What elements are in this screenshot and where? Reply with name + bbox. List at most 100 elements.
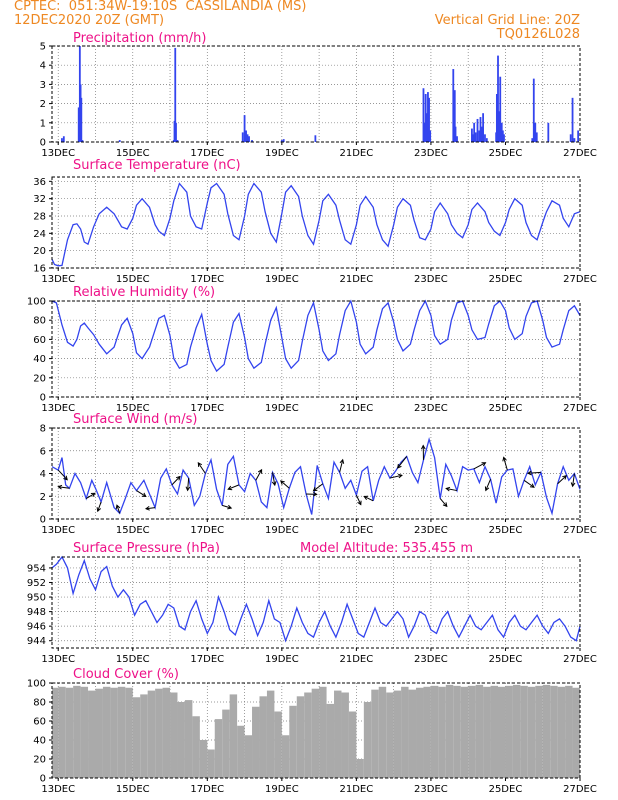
humidity-ytick-label: 40 <box>33 354 46 365</box>
cloud-bar <box>512 684 521 778</box>
wind-arrow <box>280 480 290 489</box>
pressure-xtick-label: 15DEC <box>116 654 150 665</box>
cloud-xtick-label: 23DEC <box>414 784 448 795</box>
precip-bar <box>531 138 534 142</box>
cloud-panel: 0 20 40 60 80 100 13DEC 15DEC 17DEC 19DEC 21DEC 23D… <box>27 667 597 795</box>
cloud-bar <box>453 685 461 778</box>
precipitation-panel: 0 1 2 3 4 5 13DEC 15DEC 17DEC 19DEC 21DEC 23DEC 25DE… <box>40 31 597 159</box>
temperature-ytick-label: 32 <box>33 194 46 205</box>
wind-arrow-head <box>175 475 181 481</box>
cloud-bar <box>460 686 469 778</box>
cloud-bar <box>550 685 558 778</box>
pressure-xtick-label: 21DEC <box>340 654 374 665</box>
cloud-bar <box>378 686 387 778</box>
temperature-frame <box>51 176 581 269</box>
wind-arrow <box>228 484 240 490</box>
temperature-xtick-label: 27DEC <box>563 274 597 285</box>
precip-bar <box>81 140 84 142</box>
humidity-title: Relative Humidity (%) <box>73 285 215 300</box>
humidity-line <box>51 299 581 373</box>
run-time-label: 12DEC2020 20Z (GMT) <box>14 13 165 28</box>
cloud-xtick-label: 13DEC <box>41 784 75 795</box>
humidity-xtick-label: 15DEC <box>116 403 150 414</box>
cloud-bar <box>535 685 543 778</box>
wind-arrow <box>397 456 408 469</box>
wind-ytick-label: 2 <box>40 492 46 503</box>
precip-bar <box>429 130 432 142</box>
wind-arrow-head <box>502 456 507 462</box>
precipitation-xtick-label: 21DEC <box>340 148 374 159</box>
precip-bar <box>251 140 253 142</box>
precipitation-xtick-label: 23DEC <box>414 148 448 159</box>
pressure-frame <box>51 556 581 649</box>
cloud-bar <box>334 690 342 778</box>
precip-bar <box>423 122 426 142</box>
wind-arrow <box>313 483 324 492</box>
wind-arrow <box>58 486 70 489</box>
wind-arrow <box>255 469 263 481</box>
cloud-bar <box>192 716 200 778</box>
cloud-bar <box>386 692 394 778</box>
cloud-bar <box>304 692 312 778</box>
precipitation-frame <box>51 45 581 143</box>
wind-arrow <box>171 476 181 486</box>
wind-arrow-head <box>63 475 68 481</box>
cloud-bar <box>199 740 208 778</box>
cloud-bar <box>88 690 96 778</box>
pressure-xtick-label: 17DEC <box>190 654 224 665</box>
cloud-bar <box>468 685 476 778</box>
precip-bar <box>452 69 455 142</box>
wind-arrow-head <box>529 483 535 488</box>
wind-ytick-label: 8 <box>40 424 46 435</box>
precipitation-xtick-label: 19DEC <box>265 148 299 159</box>
cloud-bar <box>162 687 171 778</box>
wind-arrow <box>85 492 96 499</box>
wind-arrow-head <box>115 504 121 510</box>
cloud-bar <box>289 705 297 778</box>
precip-bar <box>498 111 501 142</box>
temperature-panel: 16 20 24 28 32 36 13DEC 15DEC 17DEC 19DEC 21DEC 23D… <box>33 158 597 285</box>
cloud-bar <box>177 702 185 778</box>
pressure-title: Surface Pressure (hPa) <box>73 541 220 556</box>
cloud-bar <box>132 697 141 778</box>
precipitation-xtick-label: 17DEC <box>190 148 224 159</box>
humidity-xtick-label: 25DEC <box>489 403 523 414</box>
wind-arrow <box>136 490 147 497</box>
precipitation-ytick-label: 2 <box>40 99 46 110</box>
precip-bar <box>569 134 572 142</box>
cloud-bar <box>296 696 305 778</box>
wind-arrow-head <box>526 470 532 476</box>
cloud-bar <box>155 688 163 778</box>
humidity-xtick-label: 13DEC <box>41 403 75 414</box>
wind-arrow-head <box>397 473 403 479</box>
cloud-bar <box>498 686 506 778</box>
wind-arrow-head <box>442 502 448 508</box>
humidity-ytick-label: 60 <box>33 335 46 346</box>
precipitation-ytick-label: 1 <box>40 118 46 129</box>
precip-bar <box>428 97 430 142</box>
humidity-ytick-label: 0 <box>40 393 46 404</box>
precipitation-xtick-label: 27DEC <box>563 148 597 159</box>
cloud-bar <box>140 694 148 778</box>
precip-bar <box>474 132 477 142</box>
wind-arrow <box>485 478 492 491</box>
temperature-xtick-label: 21DEC <box>340 274 374 285</box>
pressure-ytick-label: 954 <box>27 563 46 574</box>
cloud-bar <box>423 686 431 778</box>
precip-bar <box>453 90 456 142</box>
cloud-ytick-label: 0 <box>40 774 46 785</box>
wind-arrow-head <box>312 491 318 497</box>
cloud-xtick-label: 25DEC <box>489 784 523 795</box>
cloud-bar <box>52 687 59 778</box>
precip-bar <box>573 138 576 142</box>
wind-arrow-head <box>481 462 487 467</box>
wind-xtick-label: 23DEC <box>414 525 448 536</box>
humidity-ytick-label: 100 <box>27 297 46 308</box>
wind-xtick-label: 13DEC <box>41 525 75 536</box>
precipitation-xtick-label: 25DEC <box>489 148 523 159</box>
wind-arrow-head <box>96 507 102 513</box>
wind-arrow <box>364 496 374 502</box>
wind-arrow <box>145 507 156 510</box>
cloud-bar <box>520 685 528 778</box>
precip-bar <box>472 134 474 142</box>
